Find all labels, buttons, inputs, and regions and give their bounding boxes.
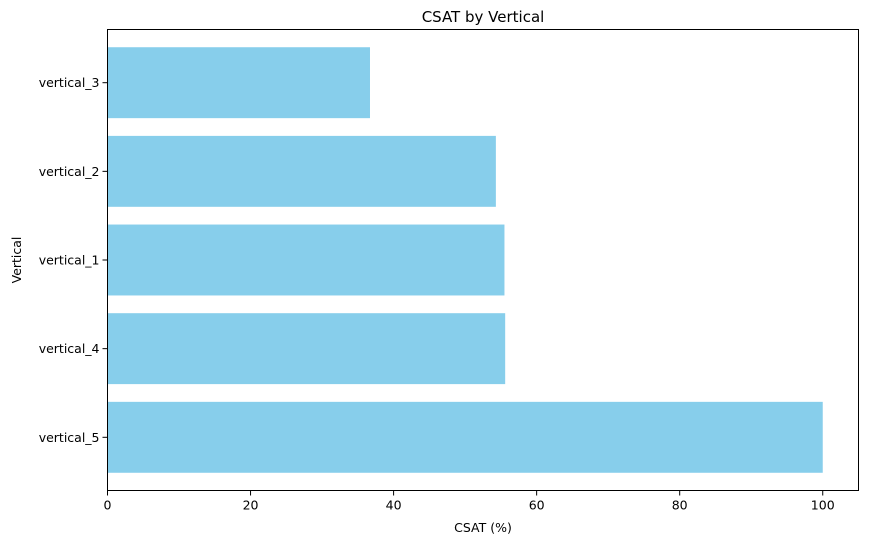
y-tick-label: vertical_2 <box>39 164 100 179</box>
bar-vertical_4 <box>107 313 506 385</box>
x-tick-label: 100 <box>811 498 835 513</box>
y-ticks-group: vertical_5 vertical_4 vertical_1 vertical_2… <box>39 75 108 445</box>
x-axis-label: CSAT (%) <box>454 520 512 535</box>
y-tick-label: vertical_3 <box>39 75 100 90</box>
bar-vertical_5 <box>107 401 823 473</box>
bar-vertical_2 <box>107 135 496 207</box>
bars-group <box>107 47 823 473</box>
x-tick-label: 20 <box>243 498 259 513</box>
x-tick-label: 60 <box>529 498 545 513</box>
y-tick-label: vertical_5 <box>39 430 100 445</box>
y-tick-label: vertical_4 <box>39 341 100 356</box>
bar-vertical_1 <box>107 224 505 296</box>
chart-title: CSAT by Vertical <box>422 8 545 26</box>
x-tick-label: 0 <box>104 498 112 513</box>
x-tick-label: 40 <box>386 498 402 513</box>
plot-frame <box>107 29 859 491</box>
y-axis-label: Vertical <box>9 237 24 284</box>
x-ticks-group: 0 20 40 60 80 100 <box>104 490 835 513</box>
bar-vertical_3 <box>107 47 370 119</box>
x-tick-label: 80 <box>672 498 688 513</box>
y-tick-label: vertical_1 <box>39 253 100 268</box>
